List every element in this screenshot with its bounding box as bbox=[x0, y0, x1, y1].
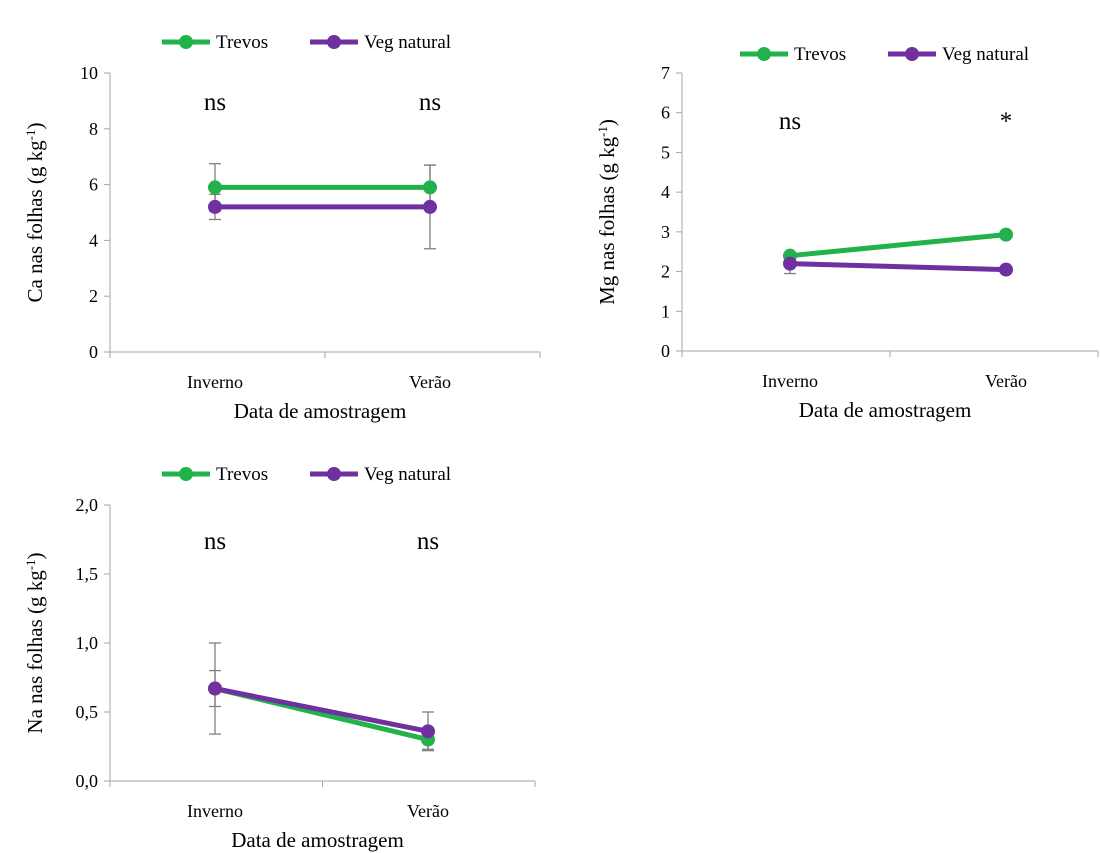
significance-label: ns bbox=[417, 528, 439, 555]
series-line-trevos bbox=[787, 232, 1009, 259]
y-tick-label: 1 bbox=[661, 301, 670, 321]
y-axis-title-sup: -1 bbox=[23, 559, 38, 570]
x-tick-label: Verão bbox=[407, 801, 449, 821]
y-tick-label: 3 bbox=[661, 222, 670, 242]
x-axis-title: Data de amostragem bbox=[799, 398, 972, 422]
legend-marker bbox=[757, 47, 771, 61]
legend-label: Trevos bbox=[216, 464, 268, 485]
x-tick-label: Verão bbox=[985, 371, 1027, 391]
significance-label: ns bbox=[419, 89, 441, 116]
data-point-trevos bbox=[999, 227, 1013, 242]
y-tick-label: 6 bbox=[89, 175, 98, 195]
data-point-veg-natural bbox=[423, 199, 437, 214]
y-tick-label: 1,5 bbox=[76, 564, 99, 584]
data-point-trevos bbox=[208, 180, 222, 195]
y-tick-label: 2 bbox=[661, 262, 670, 282]
x-tick-label: Inverno bbox=[187, 372, 243, 392]
data-point-veg-natural bbox=[208, 199, 222, 214]
y-tick-label: 4 bbox=[661, 182, 670, 202]
y-tick-label: 0 bbox=[661, 341, 670, 361]
y-tick-label: 4 bbox=[89, 230, 98, 250]
series-line-veg-natural bbox=[212, 686, 431, 734]
significance-label: ns bbox=[204, 528, 226, 555]
x-axis-title: Data de amostragem bbox=[231, 828, 404, 852]
y-axis-title: Ca nas folhas (g kg-1) bbox=[23, 123, 48, 303]
data-point-veg-natural bbox=[999, 262, 1013, 277]
y-axis-title-close: ) bbox=[595, 119, 619, 126]
data-point-veg-natural bbox=[208, 681, 222, 696]
significance-label: * bbox=[1000, 108, 1013, 135]
legend-marker bbox=[327, 35, 341, 49]
significance-label: ns bbox=[779, 108, 801, 135]
legend-marker bbox=[179, 35, 193, 49]
x-axis-title: Data de amostragem bbox=[234, 399, 407, 423]
legend-marker bbox=[905, 47, 919, 61]
y-axis-title-sup: -1 bbox=[595, 126, 610, 137]
y-tick-label: 10 bbox=[80, 63, 98, 83]
data-point-veg-natural bbox=[783, 256, 797, 271]
x-tick-label: Inverno bbox=[187, 801, 243, 821]
y-tick-label: 2,0 bbox=[76, 495, 99, 515]
y-axis-title-close: ) bbox=[23, 552, 47, 559]
legend-marker bbox=[179, 467, 193, 481]
y-axis-title-sup: -1 bbox=[23, 130, 38, 141]
significance-label: ns bbox=[204, 89, 226, 116]
x-tick-label: Verão bbox=[409, 372, 451, 392]
y-axis-title: Mg nas folhas (g kg-1) bbox=[595, 119, 620, 305]
x-tick-label: Inverno bbox=[762, 371, 818, 391]
data-point-trevos bbox=[423, 180, 437, 195]
y-tick-label: 5 bbox=[661, 142, 670, 162]
legend-label: Veg natural bbox=[942, 44, 1029, 65]
y-tick-label: 0 bbox=[89, 342, 98, 362]
y-axis-title-close: ) bbox=[23, 123, 47, 130]
y-tick-label: 1,0 bbox=[76, 633, 99, 653]
y-axis-title-main: Na nas folhas (g kg bbox=[23, 570, 47, 734]
y-axis-title-main: Ca nas folhas (g kg bbox=[23, 140, 47, 303]
data-point-veg-natural bbox=[421, 724, 435, 739]
series-line-veg-natural bbox=[787, 261, 1009, 273]
legend-label: Veg natural bbox=[364, 464, 451, 485]
y-axis-title: Na nas folhas (g kg-1) bbox=[23, 552, 48, 733]
y-tick-label: 7 bbox=[661, 63, 670, 83]
y-tick-label: 0,0 bbox=[76, 771, 99, 791]
legend-marker bbox=[327, 467, 341, 481]
legend-label: Veg natural bbox=[364, 32, 451, 53]
legend-label: Trevos bbox=[794, 44, 846, 65]
y-tick-label: 0,5 bbox=[76, 702, 99, 722]
y-axis-title-main: Mg nas folhas (g kg bbox=[595, 136, 619, 304]
y-tick-label: 6 bbox=[661, 103, 670, 123]
y-tick-label: 2 bbox=[89, 286, 98, 306]
legend-label: Trevos bbox=[216, 32, 268, 53]
y-tick-label: 8 bbox=[89, 119, 98, 139]
